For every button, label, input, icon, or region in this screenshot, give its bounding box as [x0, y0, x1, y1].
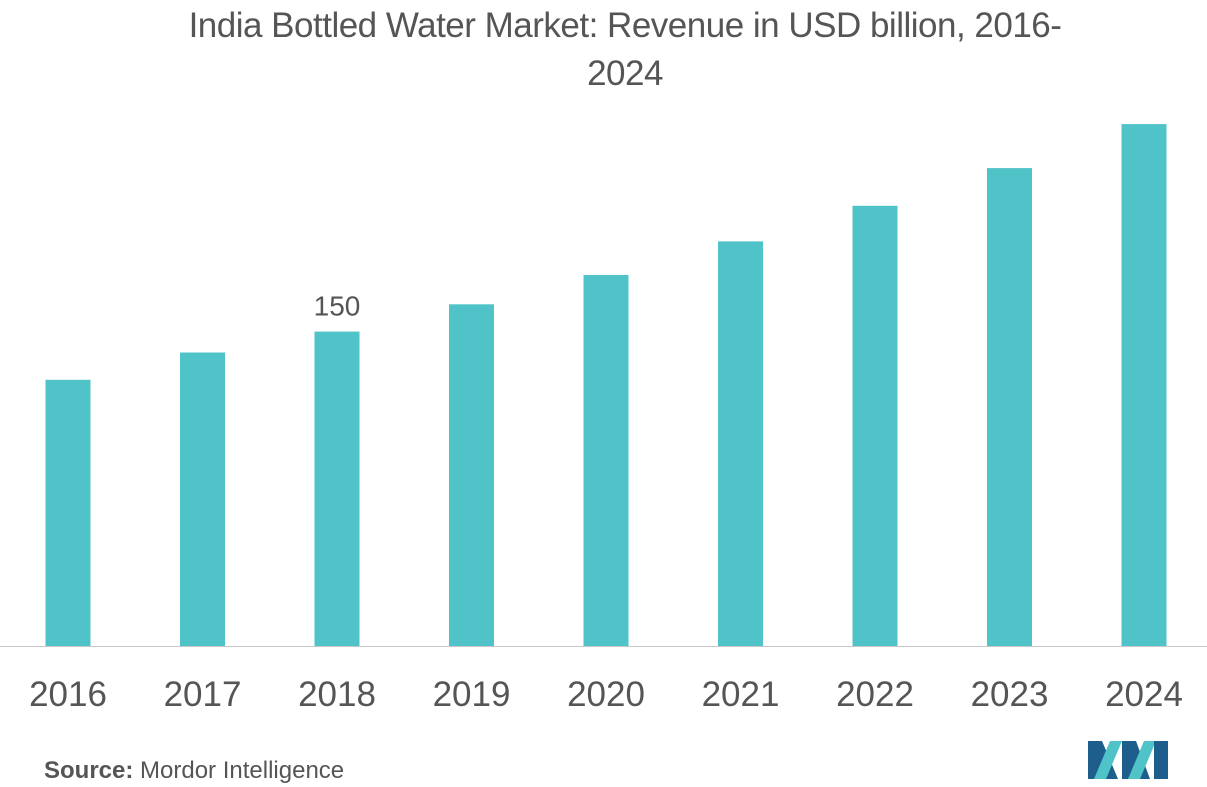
- bar-2024: [1121, 124, 1167, 647]
- chart-title: India Bottled Water Market: Revenue in U…: [0, 2, 1207, 98]
- mordor-intelligence-logo-icon: [1088, 741, 1168, 779]
- x-tick-label-2021: 2021: [702, 675, 780, 714]
- bar-2017: [180, 352, 225, 646]
- bar-2019: [449, 304, 494, 646]
- source-label: Source:: [44, 757, 134, 784]
- source-note: Source: Mordor Intelligence: [44, 757, 344, 785]
- chart-title-line-1: India Bottled Water Market: Revenue in U…: [188, 6, 1062, 45]
- x-tick-label-2019: 2019: [433, 675, 511, 714]
- data-label-2018: 150: [314, 291, 361, 322]
- bar-2022: [852, 205, 898, 647]
- bar-2016: [45, 379, 91, 646]
- bar-2018: [314, 331, 360, 646]
- x-tick-label-2022: 2022: [836, 675, 914, 714]
- x-tick-label-2016: 2016: [29, 675, 107, 714]
- bar-2023: [987, 168, 1032, 646]
- chart-title-line-2: 2024: [587, 54, 663, 93]
- x-tick-label-2023: 2023: [971, 675, 1049, 714]
- bar-2021: [718, 241, 763, 646]
- x-tick-label-2017: 2017: [164, 675, 242, 714]
- x-tick-label-2020: 2020: [567, 675, 645, 714]
- source-text: Mordor Intelligence: [140, 757, 345, 784]
- bar-2020: [583, 275, 629, 646]
- x-tick-label-2024: 2024: [1105, 675, 1183, 714]
- x-tick-label-2018: 2018: [298, 675, 376, 714]
